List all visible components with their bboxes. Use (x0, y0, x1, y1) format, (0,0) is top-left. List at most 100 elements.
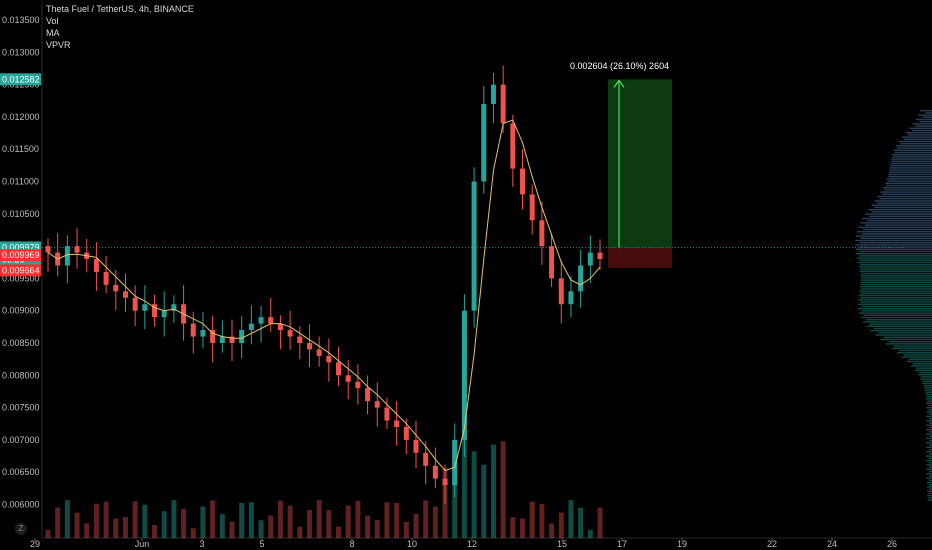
entry-price-tag-bg (0, 249, 41, 262)
indicator-ma[interactable]: MA (46, 28, 60, 38)
vpvr-bar (895, 145, 932, 147)
time-tick-label: 24 (827, 539, 837, 549)
vpvr-bar (926, 429, 932, 431)
volume-bar (394, 503, 400, 538)
vpvr-bar (926, 442, 932, 444)
price-tick-label: 0.006000 (2, 500, 40, 510)
vpvr-bar (908, 358, 932, 360)
vpvr-bar (912, 363, 932, 365)
volume-bar (239, 502, 245, 538)
vpvr-bar (929, 444, 932, 446)
indicator-vpvr[interactable]: VPVR (46, 40, 71, 50)
vpvr-bar (926, 477, 932, 479)
indicator-vol[interactable]: Vol (46, 16, 59, 26)
vpvr-bar (926, 420, 932, 422)
vpvr-bar (860, 283, 932, 286)
volume-bar (210, 500, 216, 538)
candle-body (268, 317, 274, 324)
time-tick-label: 10 (407, 539, 417, 549)
scale-z-button[interactable]: Z (15, 523, 27, 535)
vpvr-bar (929, 479, 932, 481)
volume-bar (384, 502, 390, 538)
vpvr-bar (928, 488, 932, 490)
vpvr-bar (923, 387, 932, 389)
candle-body (229, 336, 235, 343)
vpvr-bar (859, 259, 932, 261)
vpvr-bar (927, 495, 932, 497)
vpvr-bar (858, 312, 932, 314)
vpvr-bar (898, 140, 932, 143)
volume-bar (510, 517, 516, 538)
vpvr-bar (884, 189, 932, 191)
vpvr-bar (902, 356, 932, 358)
vpvr-bar (929, 422, 932, 424)
vpvr-bar (861, 310, 932, 312)
candle-body (510, 123, 516, 169)
vpvr-bar (926, 396, 932, 398)
time-tick-label: 8 (349, 539, 354, 549)
vpvr-bar (857, 303, 932, 305)
vpvr-bar (926, 424, 932, 426)
candle-body (597, 252, 603, 260)
vpvr-bar (926, 464, 932, 466)
volume-bar (45, 530, 51, 538)
vpvr-bar (880, 191, 932, 193)
price-tick-label: 0.012000 (2, 112, 40, 122)
vpvr-bar (856, 257, 932, 259)
price-tick-label: 0.008500 (2, 338, 40, 348)
candle-body (103, 271, 109, 285)
vpvr-bar (907, 134, 932, 136)
candle-body (248, 323, 254, 331)
vpvr-bar (890, 162, 932, 165)
vpvr-bar (865, 213, 932, 215)
vpvr-bar (919, 121, 932, 123)
vpvr-bar (863, 314, 932, 316)
vpvr-bar (893, 149, 932, 151)
candle-body (142, 304, 148, 311)
vpvr-bar (888, 173, 932, 176)
candle-body (452, 439, 458, 486)
volume-bar (336, 526, 342, 538)
vpvr-bar (860, 301, 932, 303)
vpvr-bar (860, 281, 932, 283)
vpvr-bar (855, 244, 932, 246)
vpvr-bar (863, 228, 932, 231)
vpvr-bar (926, 490, 932, 492)
time-tick-label: 17 (617, 539, 627, 549)
vpvr-bar (891, 160, 932, 162)
candle-body (210, 330, 216, 343)
vpvr-bar (927, 400, 932, 402)
vpvr-bar (917, 374, 932, 376)
volume-bar (142, 504, 148, 538)
time-tick-label: 12 (467, 539, 477, 549)
vpvr-bar (859, 290, 932, 292)
vpvr-bar (926, 437, 932, 440)
symbol-title[interactable]: Theta Fuel / TetherUS, 4h, BINANCE (46, 4, 194, 14)
vpvr-bar (859, 246, 932, 248)
vpvr-bar (871, 211, 932, 213)
volume-bar (490, 444, 496, 538)
vpvr-bar (918, 371, 932, 374)
volume-bar (268, 515, 274, 538)
volume-bar (277, 500, 283, 538)
volume-bar (229, 521, 235, 538)
volume-bar (84, 523, 90, 538)
vpvr-bar (929, 431, 932, 433)
ma-line (47, 119, 601, 472)
vpvr-bar (879, 198, 932, 200)
vpvr-bar (875, 334, 932, 336)
volume-bar (500, 441, 506, 538)
candle-body (122, 291, 128, 298)
vpvr-bar (887, 180, 932, 182)
vpvr-bar (870, 330, 932, 332)
price-tick-label: 0.009000 (2, 306, 40, 316)
candle-body (200, 330, 206, 337)
volume-bar (539, 503, 545, 538)
candle-body (539, 220, 545, 247)
vpvr-bar (915, 118, 932, 121)
vpvr-bar (929, 418, 932, 420)
profit-zone (608, 79, 672, 249)
candle-body (132, 297, 138, 311)
vpvr-bar (929, 453, 932, 455)
